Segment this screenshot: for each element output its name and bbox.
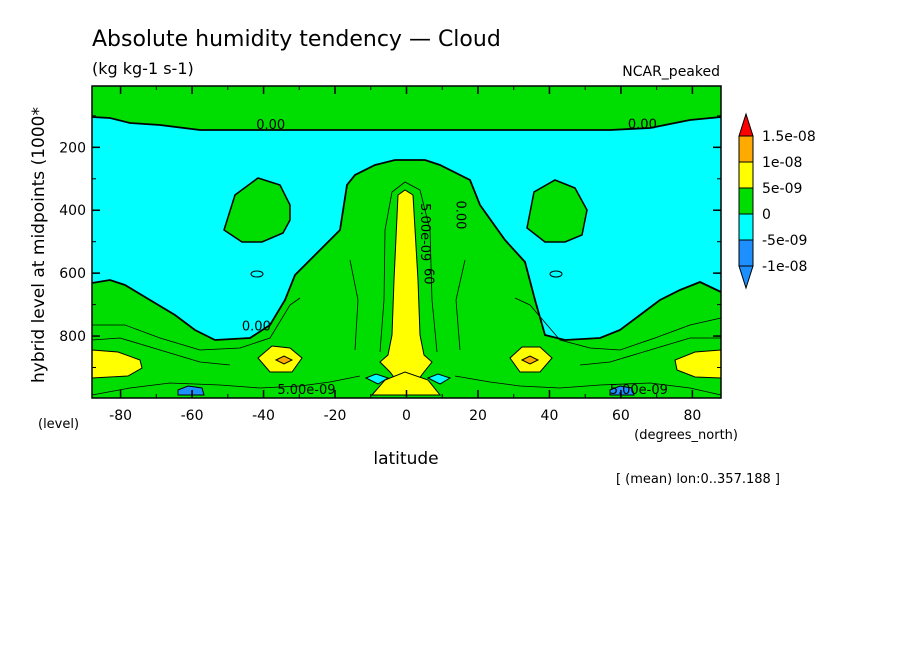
x-tick-label: -40 (252, 408, 275, 424)
colorbar-swatch (738, 213, 754, 241)
region-green-blob-left (223, 177, 291, 243)
colorbar-label: 1e-08 (762, 155, 802, 171)
x-axis: -80 -60 -40 -20 0 20 40 60 80 (109, 86, 701, 424)
chart-units: (kg kg-1 s-1) (92, 59, 194, 78)
y-axis-label: hybrid level at midpoints (1000* (29, 107, 49, 383)
x-tick-label: 20 (469, 408, 487, 424)
contour-label: 5.00e-09 (417, 203, 432, 261)
colorbar-under-triangle (738, 265, 754, 290)
y-axis-units: (level) (38, 417, 79, 432)
contour-lines (91, 181, 722, 396)
colorbar-label: 1.5e-08 (762, 129, 816, 145)
contour-label: 0.00 (628, 117, 657, 132)
region-blue-pocket-4 (426, 373, 452, 385)
x-tick-label: 60 (612, 408, 630, 424)
colorbar-label: 5e-09 (762, 181, 802, 197)
y-tick-label: 600 (59, 266, 86, 282)
colorbar-swatch (738, 161, 754, 189)
colorbar-label: -1e-08 (762, 259, 807, 275)
zero-contours (91, 116, 722, 341)
x-tick-label: -80 (109, 408, 132, 424)
contour-label: 0.00 (453, 200, 468, 229)
region-blue-pocket-3 (364, 373, 390, 385)
region-blue-pocket-1 (177, 385, 205, 396)
x-tick-label: 80 (683, 408, 701, 424)
colorbar-label: 0 (762, 207, 771, 223)
x-tick-label: -60 (181, 408, 204, 424)
contour-label: 5.00e-09 (610, 383, 668, 398)
footer-note: [ (mean) lon:0..357.188 ] (616, 472, 780, 487)
contour-label: 0.00 (256, 118, 285, 133)
contour-label: 0.00 (242, 319, 271, 334)
chart-title: Absolute humidity tendency — Cloud (92, 27, 501, 52)
region-orange-diamond-right (520, 355, 540, 365)
small-contour-right (549, 270, 563, 278)
colorbar-over-triangle (738, 112, 754, 137)
y-tick-label: 800 (59, 329, 86, 345)
small-contour-left (250, 270, 264, 278)
contour-label: 5.00e-09 (277, 383, 335, 398)
colorbar-swatch (738, 187, 754, 215)
region-negative (92, 117, 721, 340)
region-green-blob-right (526, 179, 588, 243)
x-tick-label: -20 (324, 408, 347, 424)
dataset-label: NCAR_peaked (622, 64, 720, 80)
region-orange-diamond-left (274, 355, 294, 365)
x-axis-label: latitude (373, 449, 438, 469)
contour-label: 60 (420, 268, 435, 285)
region-yellow-center-bottom (370, 371, 442, 396)
y-tick-label: 200 (59, 140, 86, 156)
region-blue-pocket-2 (609, 385, 635, 396)
colorbar-swatch (738, 239, 754, 267)
colorbar: 1.5e-08 1e-08 5e-09 0 -5e-09 -1e-08 (738, 112, 816, 290)
contour-labels: 0.00 0.00 0.00 0.00 5.00e-09 60 5.00e-09 5.00e-… (242, 117, 668, 398)
x-axis-units: (degrees_north) (634, 428, 738, 443)
y-tick-label: 400 (59, 203, 86, 219)
colorbar-swatch (738, 135, 754, 163)
x-tick-label: 0 (402, 408, 411, 424)
plot-area: 0.00 0.00 0.00 0.00 5.00e-09 60 5.00e-09 5.00e-… (91, 85, 722, 399)
y-axis: 200 400 600 800 (59, 115, 721, 368)
colorbar-label: -5e-09 (762, 233, 807, 249)
x-tick-label: 40 (541, 408, 559, 424)
